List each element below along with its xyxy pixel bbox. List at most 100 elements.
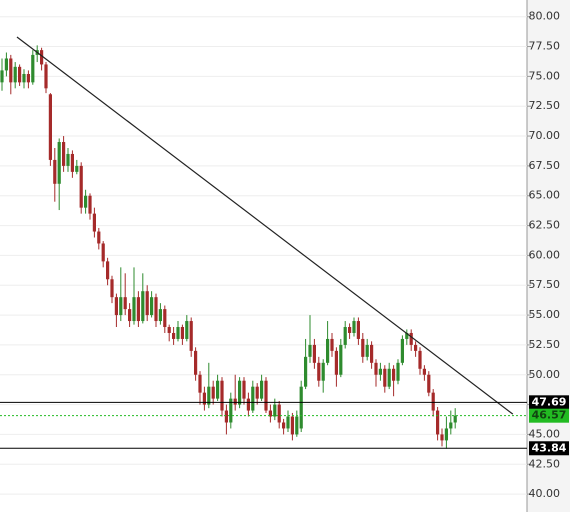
candle-body bbox=[88, 195, 92, 214]
candle-body bbox=[387, 368, 391, 387]
level-label: 47.69 bbox=[532, 395, 567, 408]
candle-body bbox=[26, 73, 30, 83]
candle-body bbox=[40, 50, 44, 65]
candle-body bbox=[321, 362, 325, 381]
candle-body bbox=[0, 70, 4, 83]
candle-body bbox=[348, 327, 352, 333]
candle-body bbox=[431, 392, 435, 411]
candle-body bbox=[242, 380, 246, 399]
candle-body bbox=[70, 153, 74, 172]
candle-body bbox=[101, 243, 105, 262]
candle-body bbox=[308, 344, 312, 357]
candle-body bbox=[290, 416, 294, 435]
candle-body bbox=[268, 410, 272, 417]
candle-body bbox=[229, 398, 233, 423]
candle-body bbox=[343, 327, 347, 345]
candle-body bbox=[123, 297, 127, 310]
candle-body bbox=[334, 350, 338, 375]
candle-body bbox=[440, 434, 444, 441]
candle-body bbox=[66, 153, 70, 166]
candle-body bbox=[13, 66, 17, 83]
level-label-box bbox=[529, 395, 569, 410]
y-tick-label: 67.50 bbox=[529, 159, 561, 172]
candle-body bbox=[422, 368, 426, 375]
candle-body bbox=[97, 231, 101, 244]
candle-body bbox=[18, 66, 22, 83]
candle-body bbox=[246, 398, 250, 411]
candle-body bbox=[330, 338, 334, 351]
candle-body bbox=[9, 58, 13, 83]
candle-body bbox=[198, 374, 202, 393]
level-label: 43.84 bbox=[532, 441, 567, 454]
candle-body bbox=[53, 159, 57, 184]
candle-body bbox=[449, 422, 453, 429]
candle-body bbox=[312, 344, 316, 363]
y-tick-label: 50.00 bbox=[529, 368, 561, 381]
candle-body bbox=[224, 410, 228, 423]
candle-body bbox=[405, 332, 409, 339]
y-tick-label: 80.00 bbox=[529, 10, 561, 23]
candle-body bbox=[418, 350, 422, 369]
candle-body bbox=[299, 386, 303, 429]
candle-body bbox=[238, 380, 242, 405]
candle-body bbox=[48, 94, 52, 160]
y-tick-label: 70.00 bbox=[529, 129, 561, 142]
y-tick-label: 55.00 bbox=[529, 308, 561, 321]
trendline bbox=[16, 36, 514, 415]
candle-body bbox=[211, 386, 215, 399]
candle-body bbox=[374, 362, 378, 375]
candle-body bbox=[145, 291, 149, 316]
candle-body bbox=[361, 338, 365, 357]
candle-body bbox=[141, 291, 145, 322]
candle-body bbox=[119, 297, 123, 316]
candle-body bbox=[106, 261, 110, 280]
candle-body bbox=[414, 344, 418, 351]
candle-body bbox=[277, 404, 281, 423]
candle-body bbox=[216, 380, 220, 399]
y-tick-label: 65.00 bbox=[529, 189, 561, 202]
level-label-box bbox=[529, 441, 569, 456]
candle-body bbox=[172, 332, 176, 339]
candle-body bbox=[62, 142, 66, 166]
candle-body bbox=[282, 422, 286, 429]
candle-body bbox=[189, 321, 193, 351]
candle-body bbox=[92, 213, 96, 232]
y-tick-label: 52.50 bbox=[529, 338, 561, 351]
candle-body bbox=[427, 374, 431, 393]
candle-body bbox=[220, 380, 224, 411]
candle-body bbox=[255, 386, 259, 399]
candle-body bbox=[264, 380, 268, 411]
candle-body bbox=[136, 297, 140, 322]
y-tick-label: 72.50 bbox=[529, 99, 561, 112]
candle-body bbox=[326, 338, 330, 363]
axis-panel bbox=[527, 0, 570, 512]
level-label: 46.57 bbox=[532, 409, 567, 422]
candle-body bbox=[150, 297, 154, 316]
candle-body bbox=[304, 356, 308, 387]
y-tick-label: 45.00 bbox=[529, 427, 561, 440]
candle-body bbox=[185, 321, 189, 339]
candle-body bbox=[339, 344, 343, 375]
candle-body bbox=[176, 327, 180, 339]
candle-body bbox=[202, 392, 206, 405]
candle-body bbox=[132, 297, 136, 322]
y-tick-label: 57.50 bbox=[529, 278, 561, 291]
candle-body bbox=[444, 428, 448, 441]
candle-body bbox=[233, 398, 237, 405]
candle-body bbox=[286, 416, 290, 429]
candle-body bbox=[365, 344, 369, 357]
candle-body bbox=[158, 309, 162, 322]
candle-body bbox=[370, 344, 374, 363]
candle-body bbox=[295, 416, 299, 435]
candle-body bbox=[260, 380, 264, 399]
candle-body bbox=[79, 165, 83, 208]
y-tick-label: 77.50 bbox=[529, 40, 561, 53]
candle-body bbox=[75, 165, 79, 172]
candle-body bbox=[180, 327, 184, 339]
candle-body bbox=[44, 64, 48, 89]
y-tick-label: 60.00 bbox=[529, 248, 561, 261]
candle-body bbox=[378, 368, 382, 375]
candle-body bbox=[356, 321, 360, 339]
